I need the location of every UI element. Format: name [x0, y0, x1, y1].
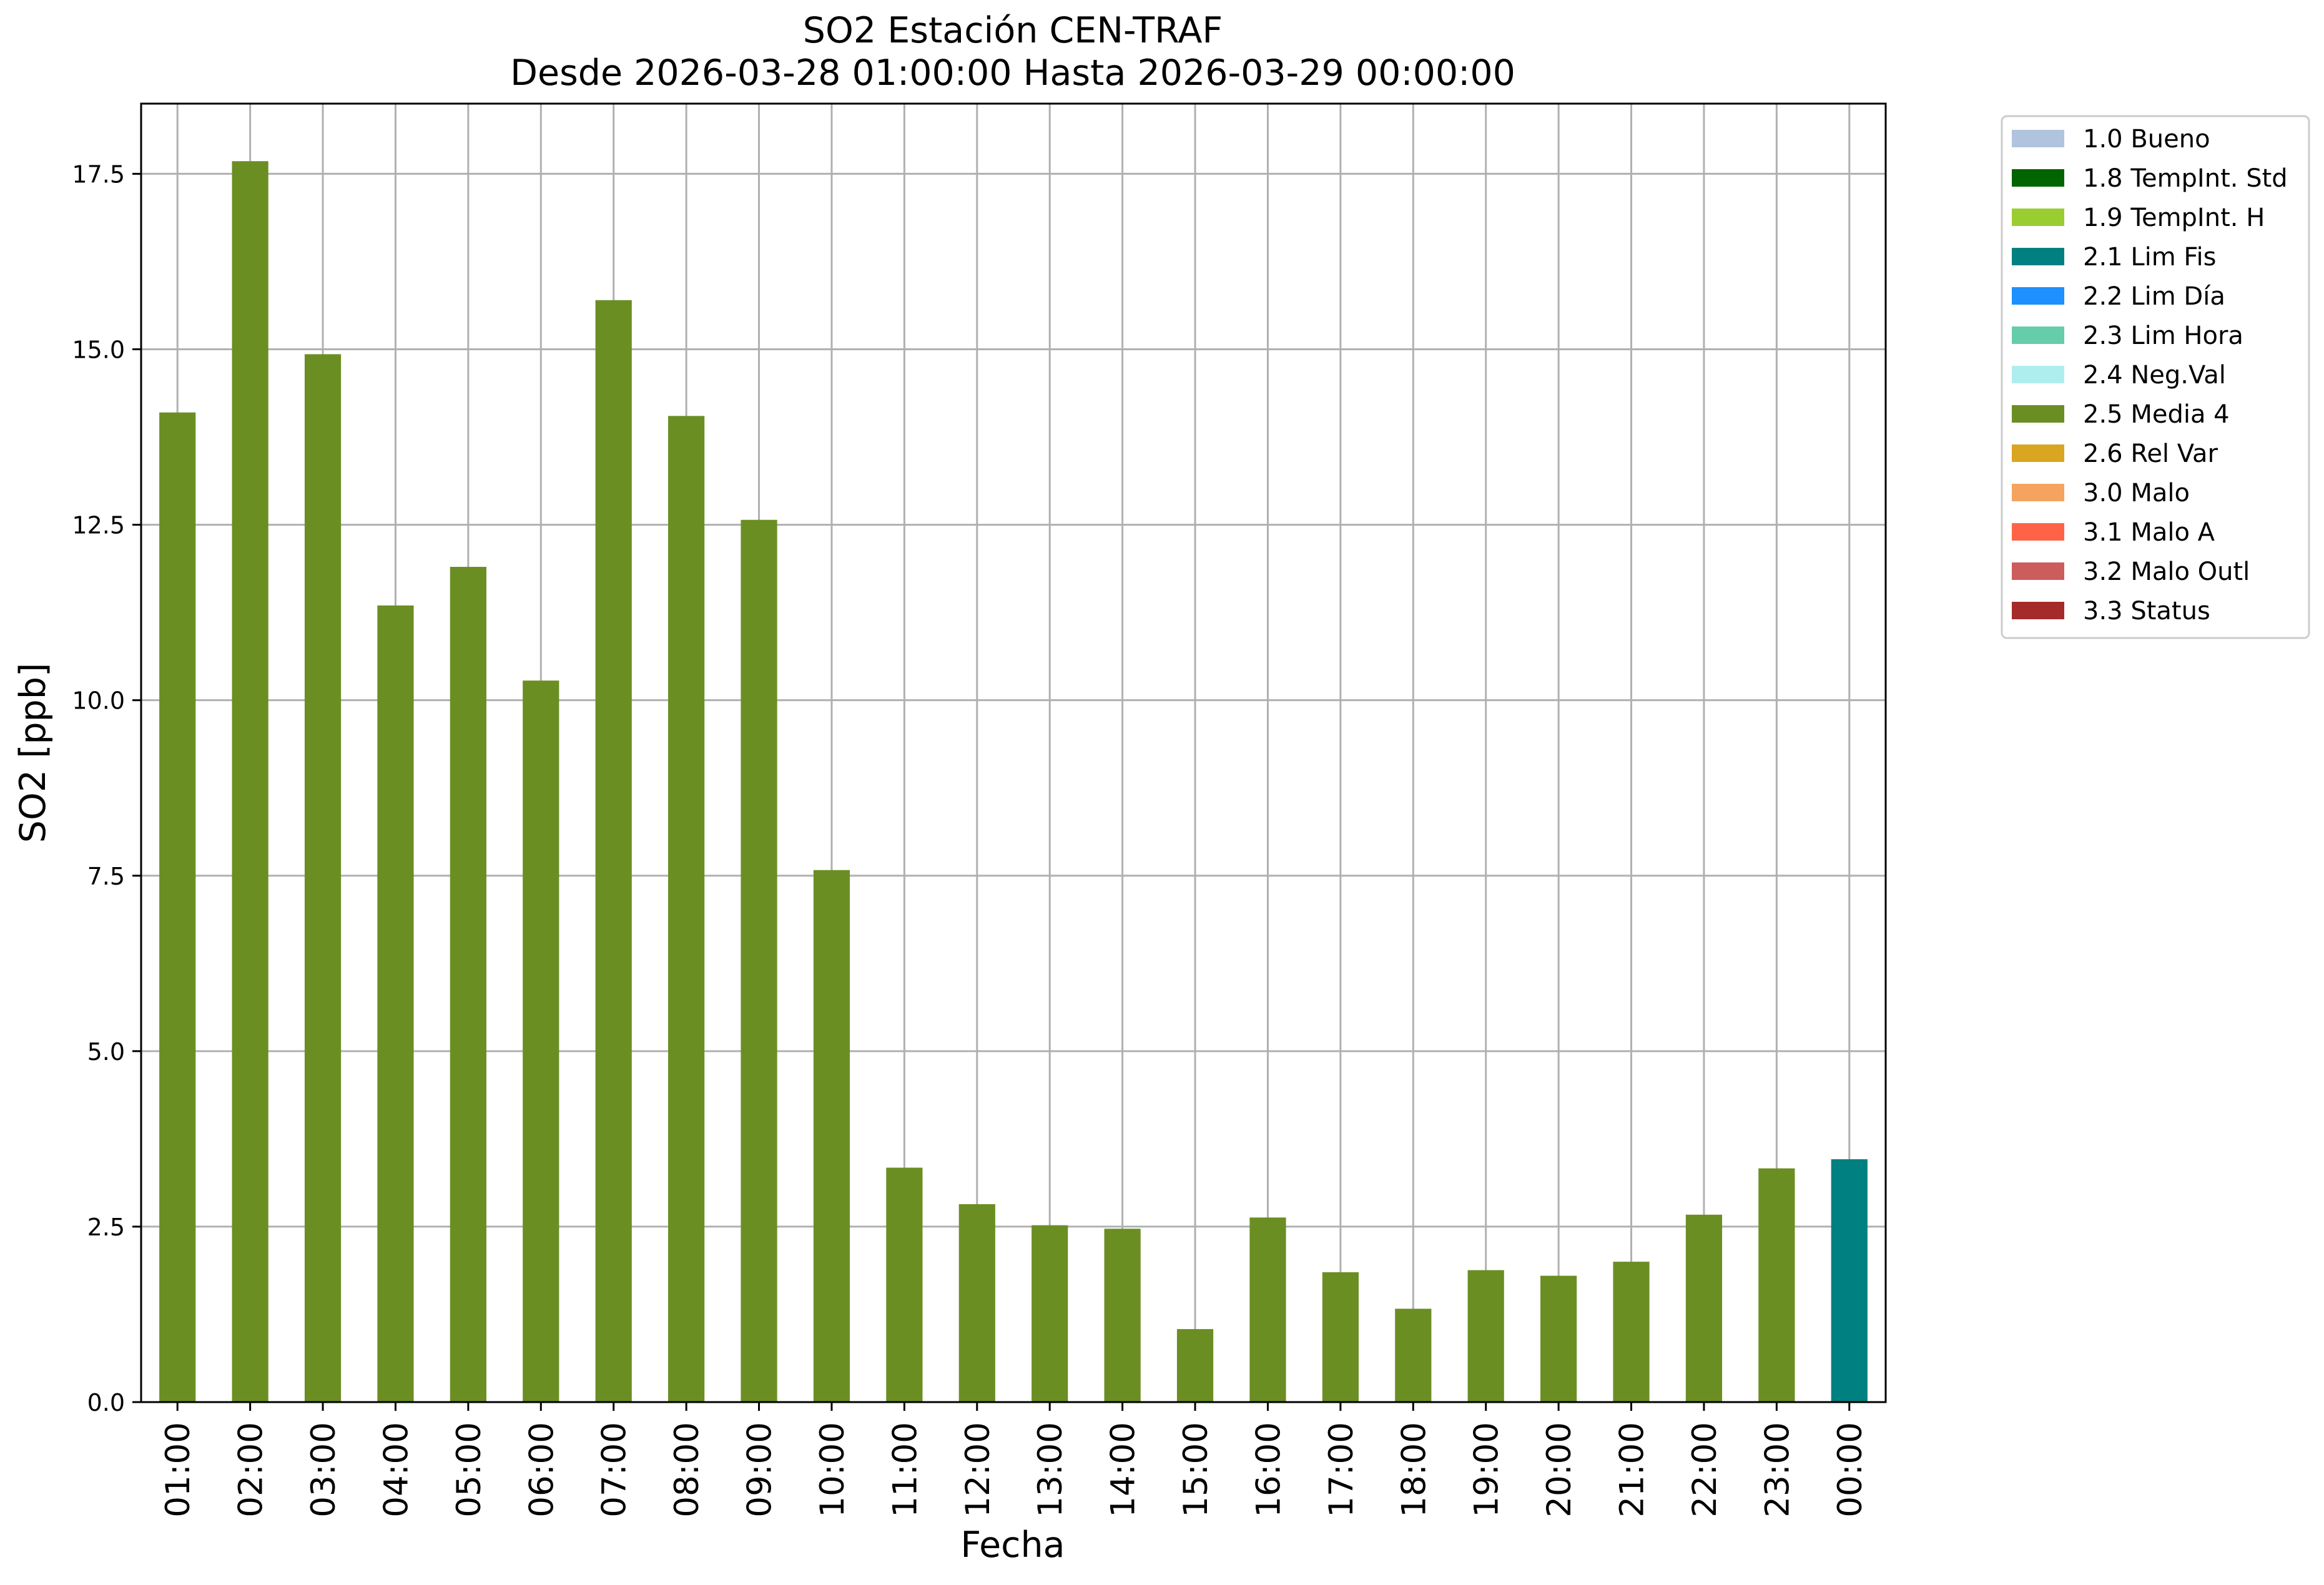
bar-22:00: [1685, 1214, 1723, 1402]
legend-swatch: [2012, 405, 2064, 423]
x-tick-label: 17:00: [1322, 1422, 1361, 1518]
axes: 0.0 2.5 5.0 7.5 10.0 12.5 15.0 17.5 01:00 02:00 03…: [72, 102, 1887, 1518]
legend-swatch: [2012, 209, 2064, 226]
x-axis-label: Fecha: [960, 1524, 1065, 1566]
bar-18:00: [1395, 1308, 1432, 1402]
bar-06:00: [523, 680, 559, 1402]
x-tick-label: 02:00: [232, 1422, 270, 1518]
x-tick-label: 01:00: [159, 1422, 197, 1518]
legend-swatch: [2012, 484, 2064, 501]
y-tick-label: 7.5: [87, 863, 125, 890]
bar-15:00: [1176, 1329, 1214, 1402]
y-tick-label: 10.0: [72, 687, 125, 715]
bar-23:00: [1758, 1168, 1795, 1402]
bar-19:00: [1467, 1270, 1504, 1402]
x-tick-label: 00:00: [1831, 1422, 1869, 1518]
bar-08:00: [668, 416, 705, 1402]
legend-label: 2.1 Lim Fis: [2083, 243, 2216, 272]
bar-01:00: [159, 412, 196, 1403]
chart-title-line1: SO2 Estación CEN-TRAF: [803, 10, 1223, 51]
y-tick-label: 15.0: [72, 336, 125, 364]
legend-swatch: [2012, 287, 2064, 305]
y-tick-label: 0.0: [87, 1389, 125, 1416]
x-tick-label: 16:00: [1249, 1422, 1288, 1518]
legend-swatch: [2012, 444, 2064, 462]
bar-17:00: [1322, 1272, 1359, 1402]
y-axis-label: SO2 [ppb]: [12, 663, 54, 843]
bar-02:00: [232, 161, 268, 1402]
legend-label: 3.3 Status: [2083, 597, 2210, 626]
y-tick-label: 5.0: [87, 1038, 125, 1066]
x-tick-label: 03:00: [305, 1422, 343, 1518]
legend-label: 2.2 Lim Día: [2083, 282, 2225, 311]
legend-label: 2.5 Media 4: [2083, 400, 2230, 429]
y-tick-label: 17.5: [72, 160, 125, 188]
legend-label: 2.3 Lim Hora: [2083, 321, 2243, 350]
x-tick-label: 08:00: [668, 1422, 706, 1518]
x-tick-label: 09:00: [741, 1422, 779, 1518]
legend-label: 3.2 Malo Outl: [2083, 557, 2250, 586]
bar-20:00: [1540, 1275, 1577, 1402]
x-tick-label: 23:00: [1758, 1422, 1796, 1518]
x-tick-label: 18:00: [1395, 1422, 1433, 1518]
x-tick-label: 12:00: [959, 1422, 997, 1518]
legend-label: 2.6 Rel Var: [2083, 439, 2218, 468]
x-tick-label: 15:00: [1177, 1422, 1215, 1518]
chart-title-line2: Desde 2026-03-28 01:00:00 Hasta 2026-03-…: [510, 52, 1515, 94]
legend-box: [2001, 115, 2310, 639]
bar-00:00: [1831, 1159, 1868, 1402]
bar-16:00: [1249, 1217, 1286, 1402]
y-tick-label: 2.5: [87, 1214, 125, 1241]
legend-swatch: [2012, 523, 2064, 541]
legend-label: 2.4 Neg.Val: [2083, 361, 2226, 390]
bar-03:00: [304, 354, 342, 1402]
legend-swatch: [2012, 562, 2064, 580]
bars: [159, 161, 1868, 1403]
x-tick-label: 10:00: [814, 1422, 852, 1518]
bar-12:00: [958, 1204, 995, 1402]
bar-10:00: [813, 870, 850, 1402]
bar-04:00: [377, 605, 414, 1403]
x-tick-label: 21:00: [1613, 1422, 1652, 1518]
bar-14:00: [1104, 1229, 1141, 1402]
legend-swatch: [2012, 326, 2064, 344]
legend-swatch: [2012, 130, 2064, 147]
x-tick-label: 14:00: [1105, 1422, 1143, 1518]
bar-09:00: [741, 519, 777, 1402]
x-tick-label: 06:00: [523, 1422, 561, 1518]
plot-frame: [140, 102, 1887, 1403]
legend-label: 1.9 TempInt. H: [2083, 204, 2265, 232]
bar-07:00: [595, 300, 632, 1403]
bar-21:00: [1613, 1262, 1650, 1402]
x-tick-label: 07:00: [596, 1422, 634, 1518]
legend-label: 1.8 TempInt. Std: [2083, 164, 2288, 193]
legend-swatch: [2012, 248, 2064, 265]
legend: 1.0 Bueno 1.8 TempInt. Std 1.9 TempInt. H 2…: [2001, 115, 2310, 639]
bar-11:00: [886, 1167, 923, 1402]
x-tick-label: 13:00: [1032, 1422, 1070, 1518]
x-tick-label: 11:00: [886, 1422, 924, 1518]
legend-swatch: [2012, 366, 2064, 383]
x-tick-label: 20:00: [1540, 1422, 1578, 1518]
legend-label: 3.1 Malo A: [2083, 518, 2215, 547]
legend-label: 3.0 Malo: [2083, 479, 2190, 508]
x-tick-label: 04:00: [377, 1422, 415, 1518]
legend-swatch: [2012, 169, 2064, 187]
legend-label: 1.0 Bueno: [2083, 125, 2210, 154]
bar-05:00: [450, 567, 486, 1402]
y-tick-label: 12.5: [72, 512, 125, 539]
bar-13:00: [1032, 1225, 1068, 1402]
legend-swatch: [2012, 602, 2064, 619]
x-tick-label: 05:00: [450, 1422, 488, 1518]
x-tick-label: 22:00: [1686, 1422, 1724, 1518]
x-tick-label: 19:00: [1468, 1422, 1506, 1518]
